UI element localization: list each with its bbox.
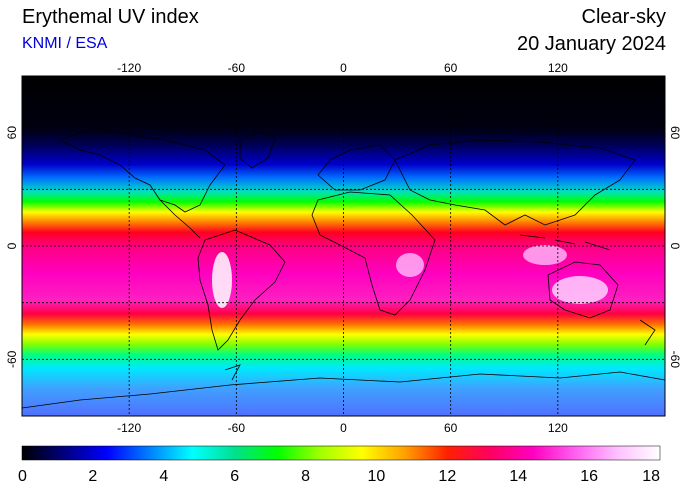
colorbar-tick-label: 12 — [438, 468, 456, 485]
lon-tick-label: 60 — [444, 421, 458, 435]
lon-tick-label: 0 — [340, 421, 347, 435]
uv-hotspots — [212, 245, 608, 308]
lon-tick-label: -60 — [228, 421, 246, 435]
colorbar-tick-label: 0 — [18, 468, 27, 485]
lat-tick-label: 60 — [5, 126, 19, 140]
colorbar-tick-label: 8 — [301, 468, 310, 485]
colorbar-tick-label: 6 — [230, 468, 239, 485]
lat-ticks-right: 60 0 -60 — [668, 126, 682, 368]
map-frame — [21, 75, 666, 417]
lat-tick-label: 0 — [5, 242, 19, 249]
colorbar-tick-label: 18 — [642, 468, 660, 485]
lat-tick-label: 0 — [668, 243, 682, 250]
colorbar — [21, 445, 661, 461]
lat-tick-label: 60 — [668, 126, 682, 140]
coastlines — [21, 127, 666, 409]
map-title: Erythemal UV index — [22, 6, 199, 28]
colorbar-tick-label: 4 — [159, 468, 168, 485]
lat-tick-label: -60 — [668, 351, 682, 369]
colorbar-tick-label: 16 — [580, 468, 598, 485]
lat-ticks-left: 60 0 -60 — [5, 126, 19, 368]
lon-tick-label: 0 — [340, 61, 347, 75]
lon-ticks-bottom: -120 -60 0 60 120 — [117, 421, 568, 435]
colorbar-tick-label: 2 — [88, 468, 97, 485]
mode-label: Clear-sky — [581, 6, 666, 28]
colorbar-tick-label: 14 — [509, 468, 527, 485]
date-label: 20 January 2024 — [516, 33, 666, 55]
lon-tick-label: -120 — [117, 421, 141, 435]
lon-tick-label: 60 — [444, 61, 458, 75]
colorbar-tick-label: 10 — [368, 468, 386, 485]
graticule — [22, 76, 665, 416]
lon-tick-label: -120 — [117, 61, 141, 75]
lon-ticks-top: -120 -60 0 60 120 — [117, 61, 568, 75]
lon-tick-label: -60 — [228, 61, 246, 75]
lon-tick-label: 120 — [548, 421, 568, 435]
colorbar-labels: 0 2 4 6 8 10 12 14 16 18 — [18, 468, 660, 485]
lon-tick-label: 120 — [548, 61, 568, 75]
source-label: KNMI / ESA — [22, 35, 108, 52]
lat-tick-label: -60 — [5, 350, 19, 368]
